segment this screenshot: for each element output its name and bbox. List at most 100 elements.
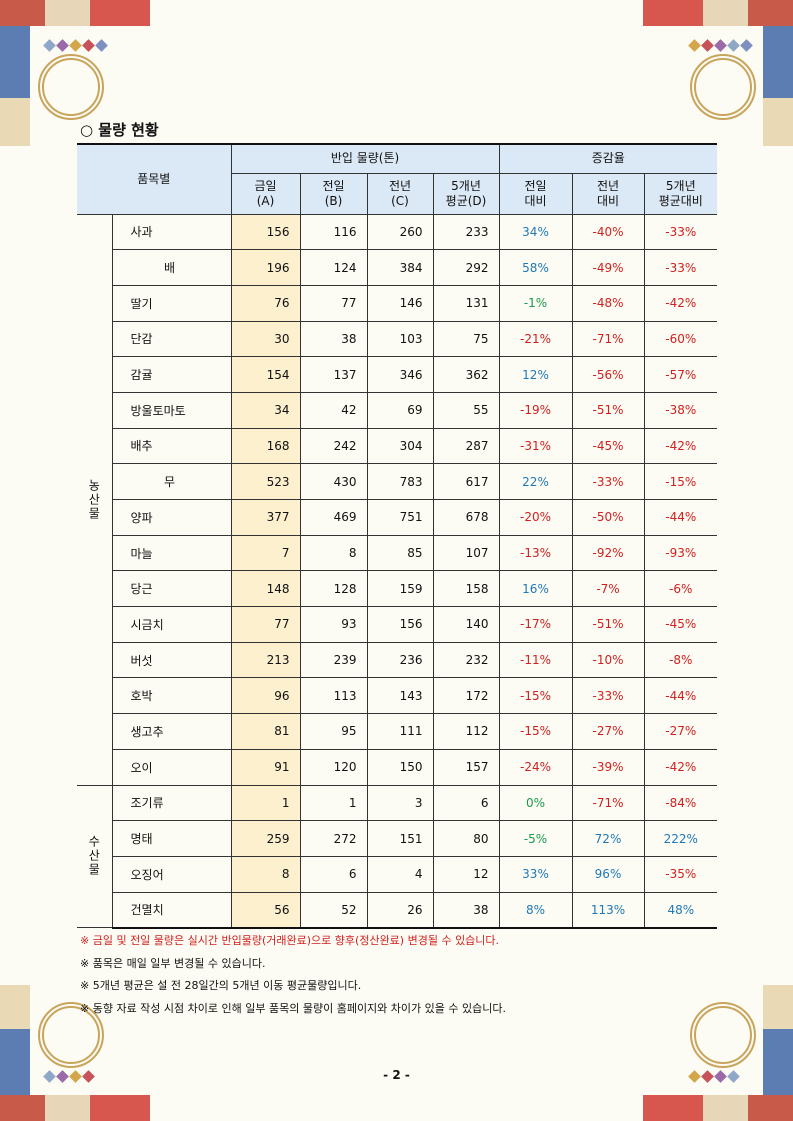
table-row: 농산물 사과 156 116 260 233 34% -40% -33% (77, 213, 718, 786)
rate-cell: 34% (498, 213, 573, 251)
rate-cell: -40% (571, 213, 645, 251)
rate-cell: 16% (498, 570, 573, 608)
rate-cell: -60% (643, 320, 718, 358)
volume-cell: 168 (230, 427, 301, 465)
rate-cell: -15% (643, 463, 718, 500)
volume-cell: 69 (366, 391, 434, 429)
rate-cell: 113% (571, 891, 645, 929)
rate-cell: 72% (571, 820, 645, 857)
header-cell: 전일 대비 (498, 172, 573, 215)
rate-cell: -42% (643, 427, 718, 465)
item-name: 양파 (111, 499, 232, 536)
volume-cell: 38 (299, 320, 368, 358)
volume-cell: 346 (366, 356, 434, 393)
ornament (690, 54, 756, 120)
rate-cell: 22% (498, 463, 573, 500)
volume-cell: 96 (230, 677, 301, 715)
volume-cell: 430 (299, 463, 368, 500)
note: ※ 품목은 매일 일부 변경될 수 있습니다. (80, 956, 266, 970)
volume-cell: 30 (230, 320, 301, 358)
volume-cell: 143 (366, 677, 434, 715)
diamond (69, 39, 82, 52)
volume-cell: 213 (230, 641, 301, 679)
rate-cell: 12% (498, 356, 573, 393)
table-row: 딸기 76 77 146 131 -1% -48% -42% (77, 284, 718, 322)
rate-cell: -19% (498, 391, 573, 429)
volume-cell: 80 (432, 820, 500, 857)
diamond (82, 39, 95, 52)
rate-cell: -57% (643, 356, 718, 393)
volume-cell: 384 (366, 249, 434, 286)
volume-cell: 159 (366, 570, 434, 608)
corner-strip (0, 0, 150, 26)
rate-cell: 8% (498, 891, 573, 929)
rate-cell: -56% (571, 356, 645, 393)
ornament (38, 1002, 104, 1068)
diamond (740, 39, 753, 52)
rate-cell: -93% (643, 534, 718, 572)
volume-cell: 112 (432, 713, 500, 750)
volume-cell: 272 (299, 820, 368, 857)
volume-cell: 236 (366, 641, 434, 679)
item-name: 시금치 (111, 606, 232, 643)
item-name: 오징어 (111, 855, 232, 893)
rate-cell: -20% (498, 499, 573, 536)
volume-cell: 7 (230, 534, 301, 572)
corner-strip (0, 1095, 150, 1121)
table-row: 배추 168 242 304 287 -31% -45% -42% (77, 427, 718, 465)
table-row: 생고추 81 95 111 112 -15% -27% -27% (77, 713, 718, 750)
volume-cell: 292 (432, 249, 500, 286)
volume-cell: 156 (366, 606, 434, 643)
header-cell: 5개년 평균대비 (643, 172, 718, 215)
rate-cell: 0% (498, 784, 573, 822)
rate-cell: -45% (643, 606, 718, 643)
diamond (714, 39, 727, 52)
volume-cell: 4 (366, 855, 434, 893)
rate-cell: -33% (643, 249, 718, 286)
header-cell: 증감율 (498, 143, 718, 174)
item-name: 버섯 (111, 641, 232, 679)
ornament (38, 54, 104, 120)
corner-strip (643, 0, 793, 26)
rate-cell: -44% (643, 499, 718, 536)
item-name: 무 (111, 463, 232, 500)
volume-cell: 260 (366, 213, 434, 251)
page-number: - 2 - (383, 1068, 410, 1082)
rate-cell: -31% (498, 427, 573, 465)
item-name: 배추 (111, 427, 232, 465)
rate-cell: -44% (643, 677, 718, 715)
volume-cell: 751 (366, 499, 434, 536)
rate-cell: 96% (571, 855, 645, 893)
volume-cell: 617 (432, 463, 500, 500)
table-row: 시금치 77 93 156 140 -17% -51% -45% (77, 606, 718, 643)
rate-cell: -48% (571, 284, 645, 322)
header-cell: 5개년 평균(D) (432, 172, 500, 215)
volume-cell: 1 (230, 784, 301, 822)
rate-cell: -49% (571, 249, 645, 286)
volume-table: 품목별 반입 물량(톤) 증감율 금일 (A) 전일 (B) 전년 (C) 5개년 평… (77, 143, 718, 929)
volume-cell: 52 (299, 891, 368, 929)
table-row: 오이 91 120 150 157 -24% -39% -42% (77, 748, 718, 786)
table-row: 건멸치 56 52 26 38 8% 113% 48% (77, 891, 718, 929)
rate-cell: -39% (571, 748, 645, 786)
table-row: 방울토마토 34 42 69 55 -19% -51% -38% (77, 391, 718, 429)
volume-cell: 8 (230, 855, 301, 893)
diamond (43, 39, 56, 52)
rate-cell: -10% (571, 641, 645, 679)
note: ※ 5개년 평균은 설 전 28일간의 5개년 이동 평균물량입니다. (80, 979, 362, 992)
volume-cell: 76 (230, 284, 301, 322)
rate-cell: -24% (498, 748, 573, 786)
rate-cell: -35% (643, 855, 718, 893)
volume-cell: 128 (299, 570, 368, 608)
note: ※ 동향 자료 작성 시점 차이로 인해 일부 품목의 물량이 홈페이지와 차이… (80, 1001, 506, 1015)
rate-cell: -71% (571, 320, 645, 358)
volume-cell: 12 (432, 855, 500, 893)
diamond (95, 39, 108, 52)
volume-cell: 377 (230, 499, 301, 536)
rate-cell: -42% (643, 284, 718, 322)
rate-cell: -13% (498, 534, 573, 572)
volume-cell: 232 (432, 641, 500, 679)
volume-cell: 42 (299, 391, 368, 429)
rate-cell: -45% (571, 427, 645, 465)
